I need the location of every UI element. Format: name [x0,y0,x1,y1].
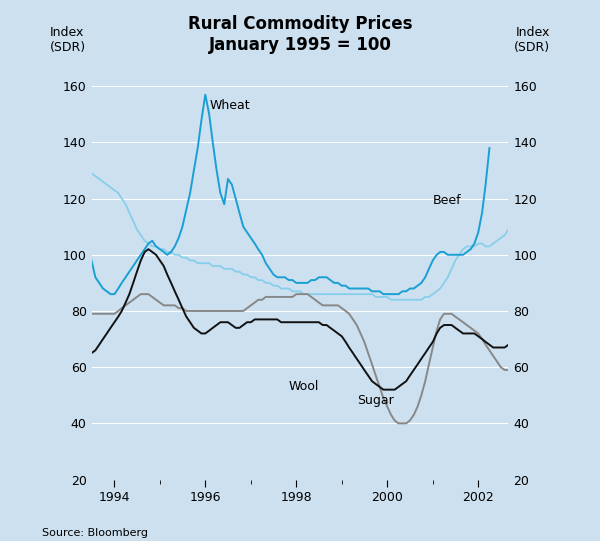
Text: Wool: Wool [289,380,319,393]
Text: Index
(SDR): Index (SDR) [50,26,86,54]
Text: Source: Bloomberg: Source: Bloomberg [42,527,148,538]
Text: Index
(SDR): Index (SDR) [514,26,550,54]
Text: Sugar: Sugar [357,394,394,407]
Title: Rural Commodity Prices
January 1995 = 100: Rural Commodity Prices January 1995 = 10… [188,15,412,54]
Text: Beef: Beef [433,194,461,207]
Text: Wheat: Wheat [209,98,250,111]
